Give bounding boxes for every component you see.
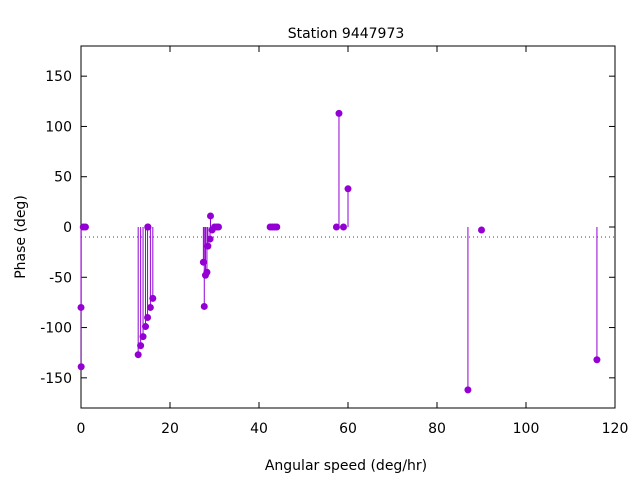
data-point-29: [335, 109, 343, 117]
data-point-4: [134, 351, 142, 359]
data-point-23: [215, 223, 223, 231]
y-tick-label-3: 0: [63, 220, 72, 236]
data-point-5: [137, 342, 145, 350]
data-point-10: [144, 223, 152, 231]
y-axis-label: Phase (deg): [13, 195, 29, 279]
data-point-11: [146, 303, 154, 311]
x-tick-label-6: 120: [602, 421, 629, 437]
x-tick-label-4: 80: [428, 421, 446, 437]
data-point-32: [464, 386, 472, 394]
x-tick-label-0: 0: [77, 421, 86, 437]
data-point-19: [206, 212, 214, 220]
data-point-3: [81, 223, 89, 231]
x-axis: 0 20 40 60 80 100 120: [77, 46, 629, 437]
y-tick-label-5: 100: [45, 119, 72, 135]
y-tick-label-4: 50: [54, 170, 72, 186]
x-tick-label-5: 100: [513, 421, 540, 437]
x-tick-label-2: 40: [250, 421, 268, 437]
data-point-31: [344, 185, 352, 193]
data-point-33: [478, 226, 485, 234]
data-point-14: [200, 302, 208, 310]
x-axis-label: Angular speed (deg/hr): [265, 458, 427, 474]
data-point-17: [204, 242, 212, 250]
data-point-6: [139, 333, 147, 341]
chart-title: Station 9447973: [288, 26, 405, 42]
data-point-30: [339, 223, 347, 231]
data-point-1: [77, 363, 85, 371]
data-point-12: [149, 294, 157, 302]
y-tick-label-0: -150: [40, 371, 72, 387]
data-point-34: [593, 356, 601, 364]
data-point-7: [142, 323, 150, 331]
data-point-28: [332, 223, 340, 231]
data-point-27: [273, 223, 281, 231]
data-point-16: [203, 268, 211, 276]
y-tick-label-6: 150: [45, 69, 72, 85]
y-tick-label-2: -50: [49, 270, 72, 286]
x-tick-label-3: 60: [339, 421, 357, 437]
data-point-8: [144, 314, 152, 321]
y-tick-label-1: -100: [40, 321, 72, 337]
x-tick-label-1: 20: [161, 421, 179, 437]
y-axis: -150 -100 -50 0 50 100 150: [40, 69, 615, 387]
data-point-18: [206, 235, 214, 243]
data-series: [77, 109, 601, 394]
